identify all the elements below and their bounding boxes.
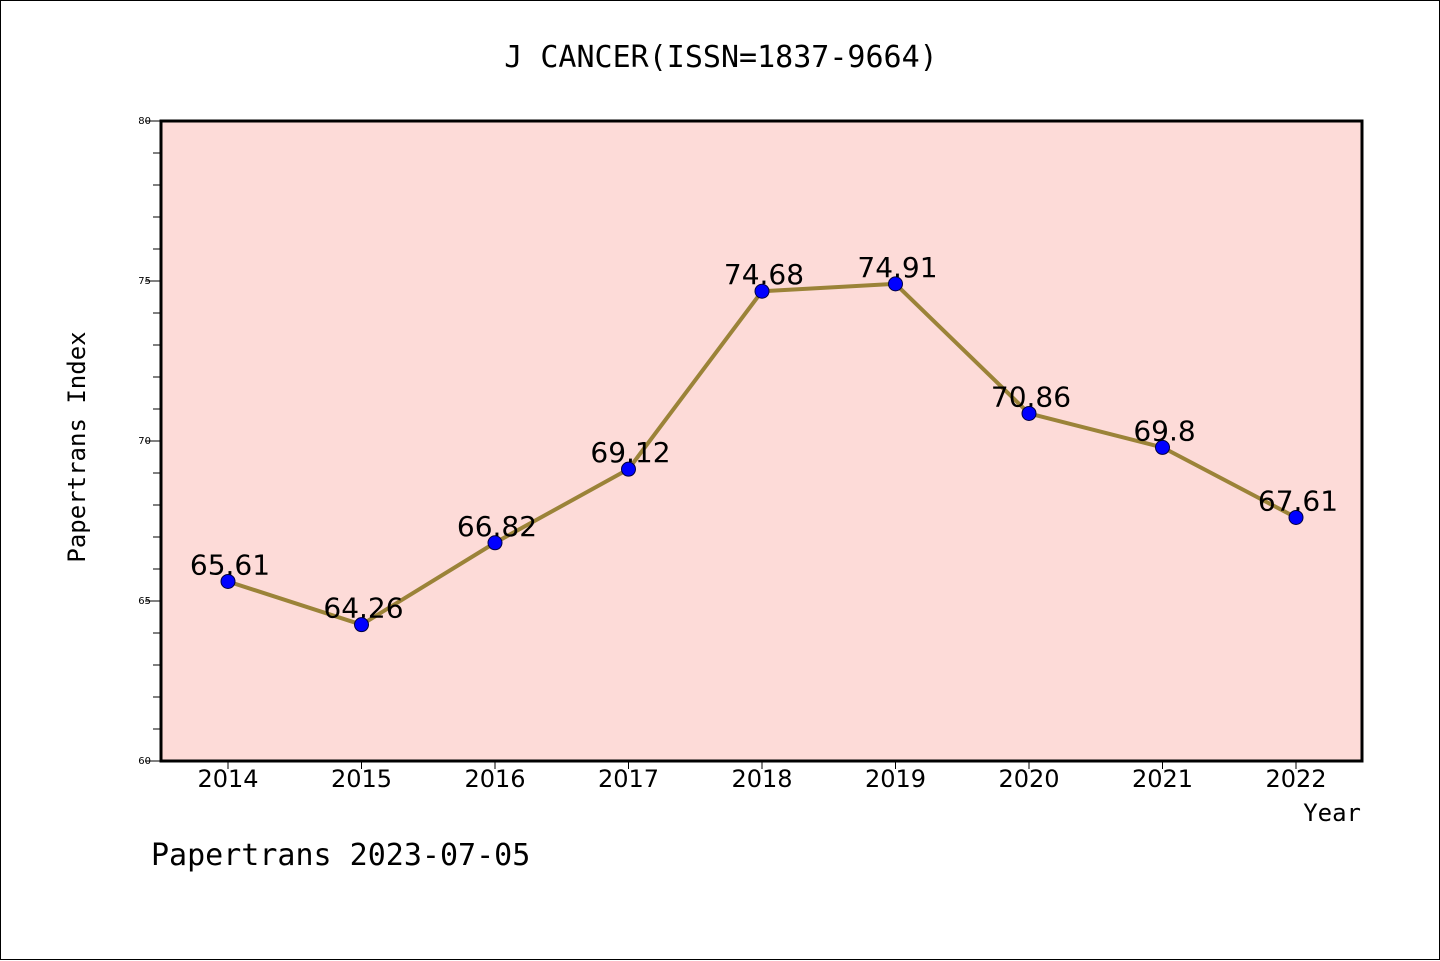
data-point — [487, 535, 503, 551]
chart-title: J CANCER(ISSN=1837-9664) — [504, 40, 937, 75]
data-point — [1021, 405, 1037, 421]
data-label: 74.91 — [857, 251, 937, 284]
y-axis: 60 65 70 75 80 — [138, 116, 161, 767]
x-tick-label: 2020 — [998, 765, 1059, 793]
data-label: 69.8 — [1133, 414, 1195, 447]
data-label: 74.68 — [724, 258, 804, 291]
y-tick-label: 75 — [138, 276, 151, 287]
data-point — [220, 573, 236, 589]
x-tick-label: 2017 — [598, 765, 659, 793]
data-label: 69.12 — [590, 436, 670, 469]
data-point — [754, 283, 770, 299]
y-tick-label: 70 — [138, 436, 151, 447]
y-tick-label: 60 — [138, 756, 151, 767]
x-tick-label: 2019 — [865, 765, 926, 793]
data-label: 66.82 — [457, 510, 537, 543]
data-point — [354, 617, 369, 633]
data-label: 64.26 — [323, 592, 403, 625]
data-point — [888, 276, 903, 292]
y-tick-label: 80 — [138, 116, 151, 127]
data-point — [1288, 509, 1304, 525]
x-tick-label: 2014 — [197, 765, 258, 793]
data-label: 70.86 — [991, 380, 1071, 413]
x-tick-label: 2018 — [731, 765, 792, 793]
footer-text: Papertrans 2023-07-05 — [151, 838, 530, 873]
x-axis-label: Year — [1303, 799, 1361, 827]
data-point — [1155, 439, 1170, 455]
x-axis: 2014 2015 2016 2017 2018 2019 2020 2021 2022 — [197, 761, 1327, 793]
x-tick-label: 2015 — [331, 765, 392, 793]
x-tick-label: 2022 — [1265, 765, 1326, 793]
y-tick-label: 65 — [138, 596, 151, 607]
data-label: 67.61 — [1258, 484, 1338, 517]
y-axis-label: Papertrans Index — [63, 331, 91, 562]
data-point — [621, 461, 636, 477]
data-label: 65.61 — [190, 548, 270, 581]
x-tick-label: 2016 — [464, 765, 525, 793]
series-papertrans-index: 65.61 64.26 66.82 69.12 74.68 74.91 70.86 69.8 6… — [190, 251, 1338, 633]
x-tick-label: 2021 — [1132, 765, 1193, 793]
